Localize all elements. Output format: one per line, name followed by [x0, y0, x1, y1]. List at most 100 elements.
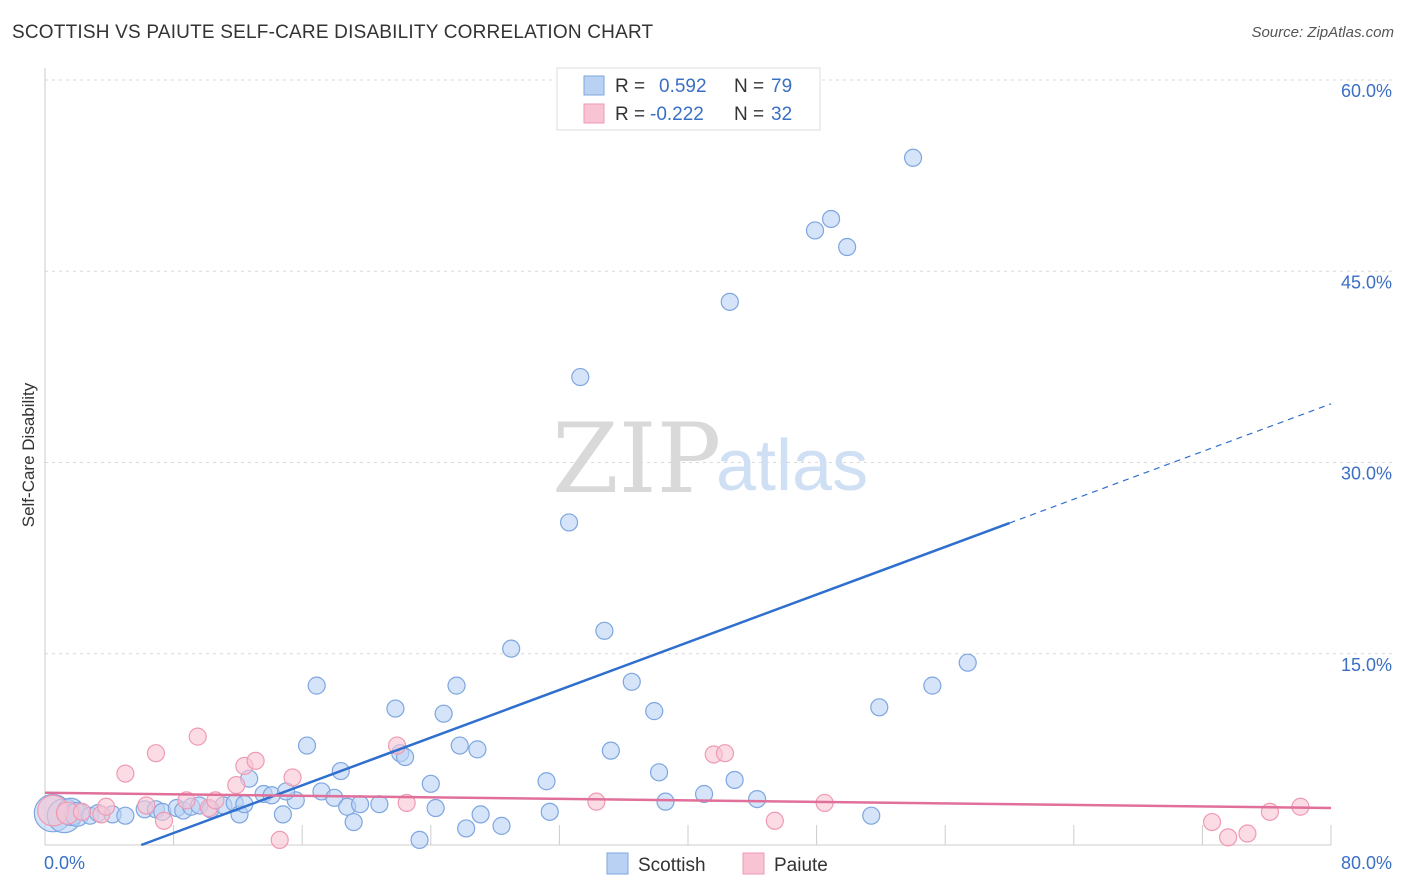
scottish-point	[821, 209, 841, 229]
scottish-point	[725, 770, 744, 790]
stats-r-value-1: 0.592	[659, 76, 707, 97]
series-legend: Scottish Paiute	[606, 852, 828, 876]
paiute-point	[227, 775, 246, 795]
y-tick-label: 15.0%	[1341, 655, 1392, 675]
stats-n-label-2: N =	[734, 104, 764, 125]
scottish-point	[273, 805, 293, 824]
scottish-point	[694, 784, 714, 804]
scottish-point	[344, 812, 363, 832]
series-paiute-points	[37, 727, 1310, 850]
paiute-point	[587, 792, 606, 811]
scottish-point	[370, 795, 389, 814]
scottish-point	[502, 639, 521, 658]
scottish-point	[571, 367, 590, 387]
scottish-point	[468, 740, 487, 759]
stats-legend-swatch-scottish	[583, 75, 605, 96]
stats-n-label-1: N =	[734, 76, 764, 97]
scottish-point	[297, 736, 317, 755]
trend-line-scottish	[140, 521, 1010, 847]
paiute-point	[270, 830, 289, 850]
scottish-point	[595, 621, 614, 640]
scottish-point	[421, 774, 440, 793]
chart-title: SCOTTISH VS PAIUTE SELF-CARE DISABILITY …	[12, 22, 654, 43]
scottish-point	[410, 830, 429, 850]
legend-label-scottish: Scottish	[638, 855, 706, 876]
paiute-point	[72, 802, 92, 821]
paiute-point	[1260, 802, 1280, 821]
stats-n-value-1: 79	[771, 76, 792, 97]
paiute-point	[397, 793, 416, 813]
scottish-point	[350, 795, 370, 814]
paiute-point	[1219, 828, 1238, 847]
scottish-point	[838, 237, 857, 257]
stats-r-label-2: R =	[615, 104, 645, 125]
scottish-point	[622, 672, 641, 691]
scottish-point	[559, 513, 579, 532]
chart-source: Source: ZipAtlas.com	[1251, 24, 1394, 41]
scottish-point	[805, 221, 825, 240]
scottish-point	[471, 805, 490, 824]
y-tick-labels: 15.0% 30.0% 45.0% 60.0%	[1341, 81, 1392, 675]
paiute-point	[1202, 812, 1222, 832]
stats-legend: R = 0.592 N = 79 R = -0.222 N = 32	[556, 67, 821, 131]
paiute-point	[188, 727, 207, 746]
paiute-point	[154, 811, 174, 830]
scottish-point	[492, 816, 511, 835]
y-tick-label: 45.0%	[1341, 272, 1392, 292]
scottish-point	[923, 676, 942, 695]
scottish-point	[862, 806, 881, 825]
scottish-point	[434, 704, 453, 723]
scottish-point	[870, 698, 889, 717]
stats-legend-swatch-paiute	[583, 103, 605, 124]
scottish-point	[457, 819, 476, 838]
paiute-point	[1238, 824, 1257, 843]
scottish-point	[903, 148, 923, 167]
scottish-point	[748, 789, 767, 809]
scottish-point	[540, 802, 559, 821]
watermark-atlas: atlas	[716, 426, 868, 506]
paiute-point	[96, 797, 116, 816]
stats-n-value-2: 32	[771, 104, 792, 125]
scottish-point	[325, 788, 344, 807]
paiute-point	[146, 744, 166, 763]
scottish-point	[649, 763, 669, 782]
paiute-point	[206, 791, 225, 810]
paiute-point	[715, 744, 735, 763]
stats-r-label-1: R =	[615, 76, 645, 97]
legend-swatch-paiute	[742, 852, 765, 875]
paiute-point	[137, 796, 156, 815]
legend-label-paiute: Paiute	[774, 855, 828, 876]
watermark: ZIP atlas	[552, 403, 868, 515]
y-tick-label: 30.0%	[1341, 464, 1392, 484]
gridlines	[45, 79, 1392, 655]
y-tick-label: 60.0%	[1341, 81, 1392, 101]
x-tick-labels: 0.0% 80.0%	[44, 853, 1392, 873]
trend-line-paiute	[44, 791, 1332, 810]
scottish-point	[450, 736, 469, 755]
scottish-point	[426, 798, 445, 818]
paiute-point	[246, 751, 265, 770]
trend-line-scottish-extension	[1009, 403, 1332, 524]
scottish-point	[601, 741, 620, 760]
paiute-point	[283, 768, 302, 787]
paiute-point	[765, 811, 784, 830]
scottish-point	[958, 653, 977, 672]
x-tick-label-max: 80.0%	[1341, 853, 1392, 873]
paiute-point	[177, 791, 196, 810]
scottish-point	[656, 792, 675, 811]
paiute-point	[116, 764, 135, 783]
y-axis-label: Self-Care Disability	[19, 382, 38, 527]
x-tick-label-min: 0.0%	[44, 853, 85, 873]
scottish-point	[447, 676, 466, 695]
stats-r-value-2: -0.222	[650, 104, 704, 125]
scottish-point	[116, 806, 135, 825]
scottish-point	[720, 292, 739, 311]
trend-lines	[44, 403, 1332, 847]
scottish-point	[307, 676, 326, 695]
axes	[44, 68, 1332, 846]
scottish-point	[386, 699, 405, 718]
scottish-point	[537, 772, 556, 791]
legend-swatch-scottish	[606, 852, 629, 875]
scottish-point	[645, 702, 664, 721]
